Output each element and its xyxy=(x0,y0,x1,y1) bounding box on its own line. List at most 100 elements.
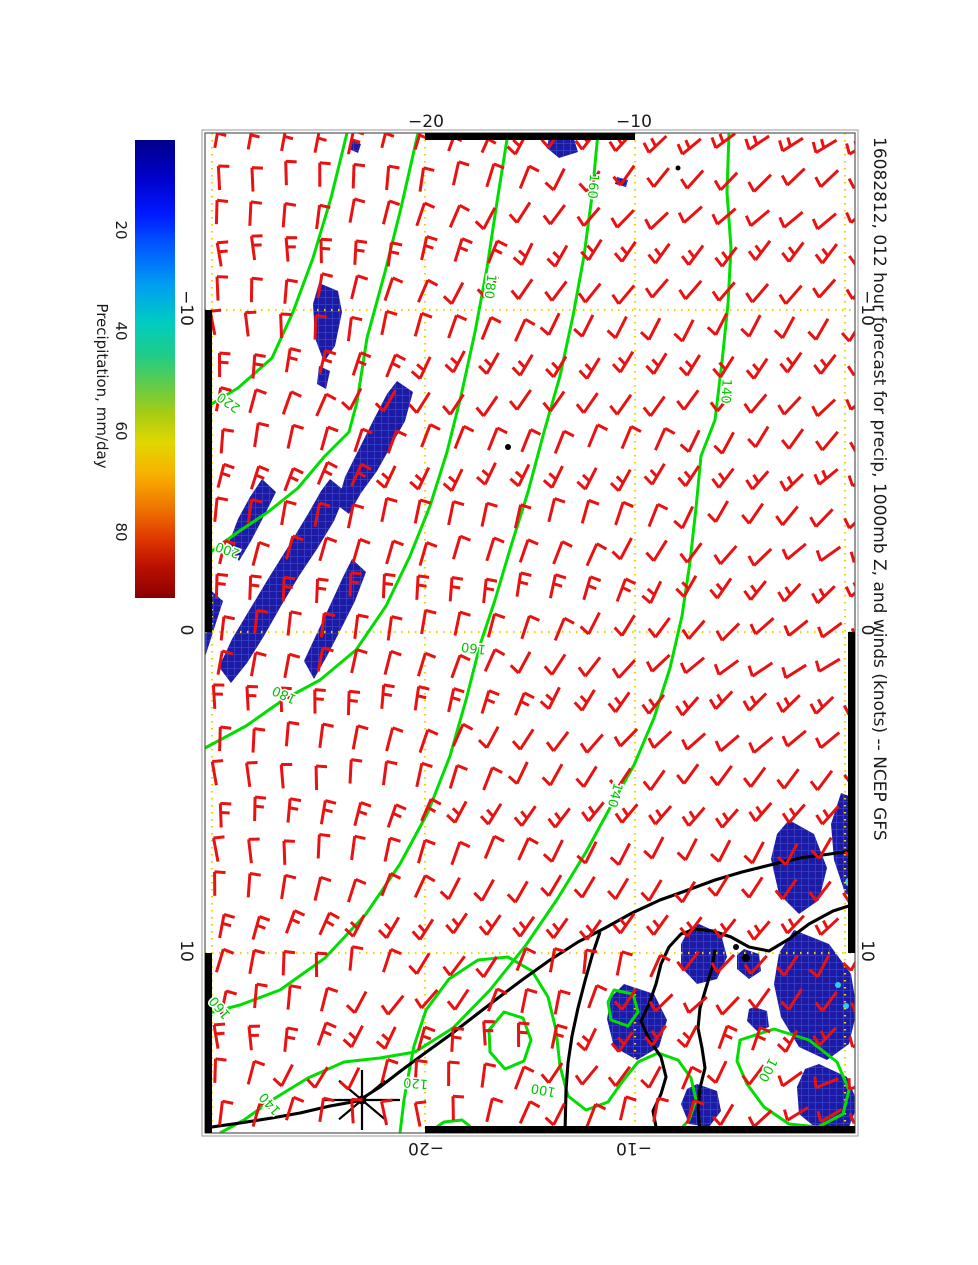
wind-barb xyxy=(652,1096,669,1123)
wind-barb xyxy=(413,311,433,337)
wind-barb xyxy=(442,468,464,492)
wind-barb xyxy=(681,619,706,640)
wind-barb xyxy=(507,761,529,785)
wind-barb xyxy=(453,424,475,450)
wind-barb xyxy=(740,314,762,338)
wind-barb xyxy=(676,1024,698,1049)
wind-barb xyxy=(219,989,238,1015)
contour-label: 120 xyxy=(403,1074,429,1091)
wind-barb xyxy=(642,769,666,791)
wind-barb xyxy=(646,167,670,188)
wind-barbs xyxy=(208,133,855,1128)
wind-barb xyxy=(675,696,700,717)
wind-barb xyxy=(386,429,407,454)
wind-barb xyxy=(578,919,603,941)
wind-barb xyxy=(610,209,635,229)
wind-barb xyxy=(416,1025,436,1051)
wind-barb xyxy=(477,725,500,749)
wind-barb xyxy=(348,758,363,784)
wind-barb xyxy=(614,500,634,526)
wind-barb xyxy=(808,880,832,902)
wind-barb xyxy=(644,278,669,299)
wind-barb xyxy=(249,276,263,303)
wind-barb xyxy=(810,836,833,860)
wind-barb xyxy=(319,799,337,825)
coast-line xyxy=(696,949,717,1133)
contour-line xyxy=(205,133,349,410)
wind-barb xyxy=(319,986,339,1012)
wind-barb xyxy=(642,395,666,417)
wind-barb xyxy=(606,315,628,340)
wind-barb xyxy=(216,164,230,191)
wind-barb xyxy=(253,421,270,448)
wind-barb xyxy=(420,797,442,822)
wind-barb xyxy=(775,954,799,977)
wind-barb xyxy=(641,693,666,715)
wind-barb xyxy=(776,1029,799,1053)
wind-barb xyxy=(315,203,331,230)
wind-barb xyxy=(513,503,532,529)
wind-barb xyxy=(474,207,497,231)
wind-barb xyxy=(780,914,805,935)
wind-barb xyxy=(552,540,573,565)
wind-barb xyxy=(673,319,695,343)
wind-barb xyxy=(747,661,774,678)
wind-barb xyxy=(647,502,669,528)
wind-barb xyxy=(520,987,538,1014)
wind-barb xyxy=(385,726,404,752)
wind-barb xyxy=(654,426,676,451)
frame-outer xyxy=(201,129,859,1137)
wind-barb xyxy=(383,276,404,302)
wind-barb xyxy=(346,315,363,342)
wind-barb xyxy=(248,574,262,600)
wind-barb xyxy=(415,761,433,788)
wind-barb xyxy=(508,389,532,411)
wind-barb xyxy=(714,246,738,268)
wind-barb xyxy=(246,871,261,898)
wind-barb xyxy=(615,577,637,602)
wind-barb xyxy=(780,167,806,187)
wind-barb xyxy=(475,395,499,417)
wind-barb xyxy=(313,133,330,153)
axis-tick-labels: −20 −10 −20 −10 −10 0 10 −10 0 10 xyxy=(176,112,877,1158)
wind-barb xyxy=(350,834,366,861)
wind-barb xyxy=(280,133,294,152)
wind-barb xyxy=(541,763,564,787)
wind-barb xyxy=(681,1065,703,1090)
wind-barb xyxy=(340,387,363,411)
y-tick-left: −10 xyxy=(176,290,196,326)
wind-barb xyxy=(250,166,263,192)
wind-barb xyxy=(750,1026,771,1051)
contour-label: 160 xyxy=(584,173,601,199)
wind-barb xyxy=(453,237,473,263)
wind-barb xyxy=(313,688,326,714)
wind-barb xyxy=(487,239,508,264)
wind-barb xyxy=(577,282,602,304)
wind-barb xyxy=(740,876,764,899)
wind-barb xyxy=(284,534,304,560)
wind-barb xyxy=(611,659,637,679)
wind-barb xyxy=(847,1078,855,1091)
wind-barb xyxy=(585,1102,607,1128)
wind-barb xyxy=(315,392,337,417)
wind-barb xyxy=(781,542,807,561)
wind-barb xyxy=(706,1060,728,1084)
wind-barb xyxy=(685,1098,705,1124)
wind-barb xyxy=(451,1094,465,1121)
wind-barb xyxy=(712,918,737,939)
wind-barb xyxy=(708,690,734,710)
wind-barb xyxy=(442,281,465,305)
wind-barb xyxy=(353,427,373,453)
wind-barb xyxy=(380,496,398,523)
wind-barb xyxy=(612,912,636,935)
wind-barb xyxy=(385,164,400,191)
wind-barb xyxy=(215,275,229,301)
wind-barb xyxy=(450,1026,465,1052)
wind-barb xyxy=(451,534,472,560)
wind-barb xyxy=(253,608,269,635)
wind-barb xyxy=(279,762,293,789)
wind-barb xyxy=(717,1024,738,1050)
coast-line xyxy=(639,902,855,1133)
wind-barb xyxy=(214,572,229,599)
